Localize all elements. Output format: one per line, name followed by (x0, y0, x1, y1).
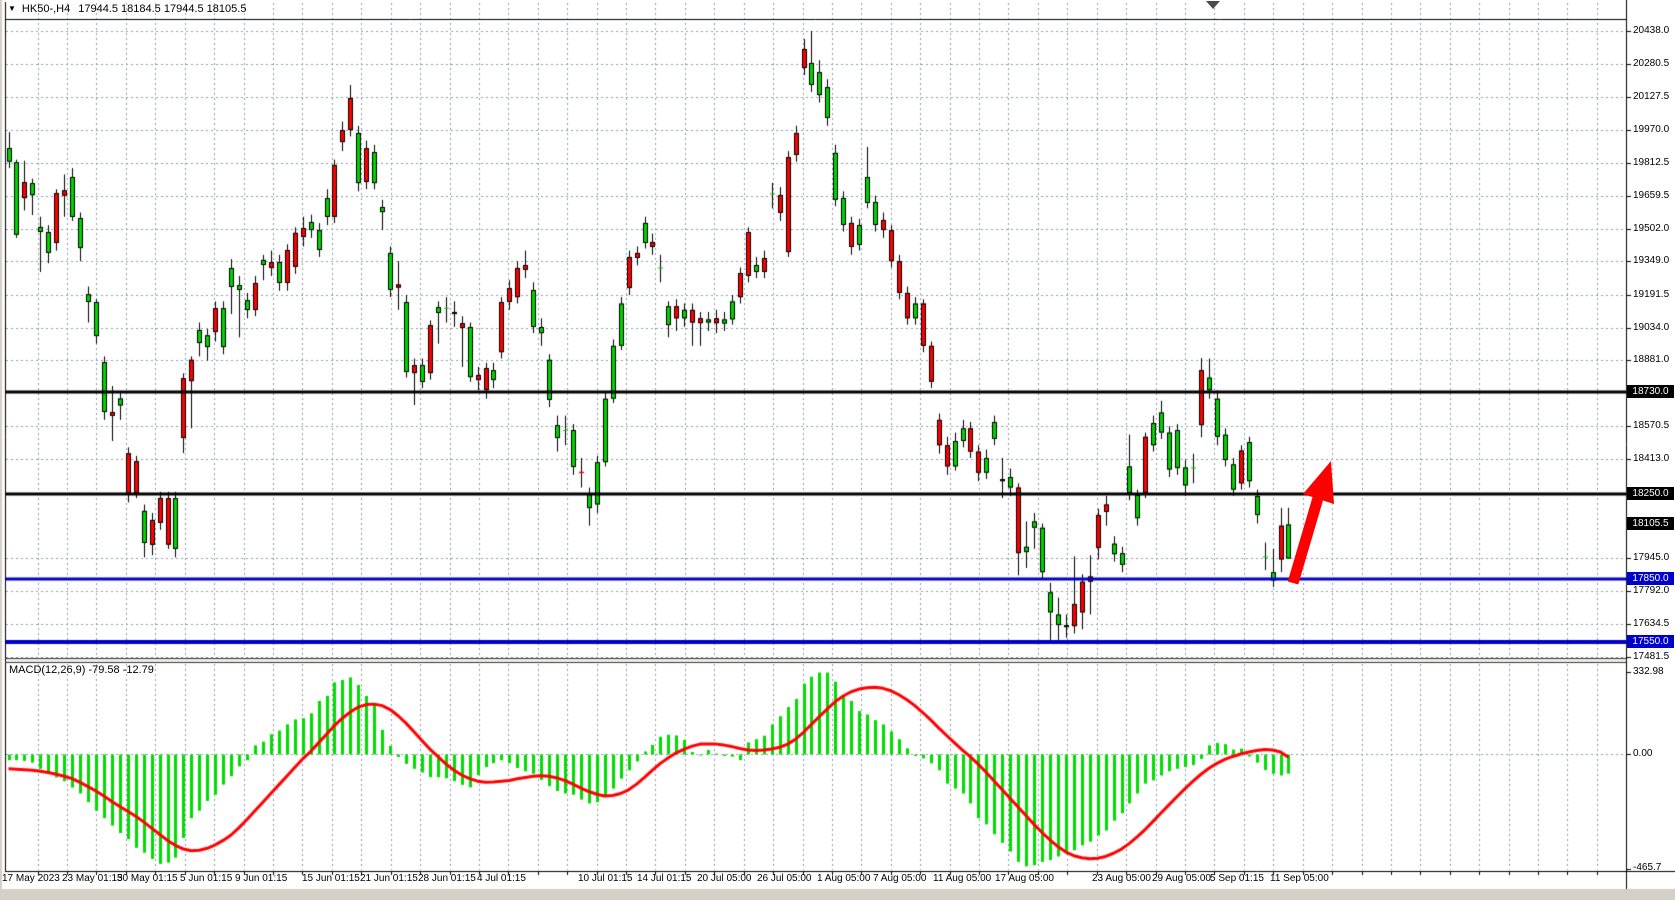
price-line-badge: 18250.0 (1627, 486, 1674, 500)
time-axis-label: 14 Jul 01:15 (637, 873, 692, 884)
price-axis-label: 19970.0 (1633, 124, 1670, 135)
time-axis-label: 17 May 2023 (2, 873, 60, 884)
time-axis-label: 23 May 01:15 (62, 873, 123, 884)
price-line-badge: 18105.5 (1627, 517, 1674, 531)
price-axis-label: 19034.0 (1633, 322, 1670, 334)
macd-axis-label: 0.00 (1633, 748, 1653, 759)
time-axis-label: 4 Jul 01:15 (477, 873, 526, 884)
price-axis-label: 17945.0 (1633, 552, 1670, 564)
price-axis-label: 17481.5 (1633, 650, 1670, 662)
time-axis-label: 26 Jul 05:00 (757, 873, 812, 884)
time-axis-label: 7 Aug 05:00 (873, 873, 927, 884)
price-line-badge: 18730.0 (1627, 385, 1674, 399)
price-axis-label: 17792.0 (1633, 584, 1670, 596)
price-axis-label: 19502.0 (1633, 223, 1670, 235)
time-axis-label: 1 Aug 05:00 (817, 873, 871, 884)
symbol-period-label: HK50-,H4 (21, 3, 71, 15)
price-axis-label: 19191.5 (1633, 288, 1670, 300)
price-axis-label: 18413.0 (1633, 453, 1670, 465)
macd-axis-label: -465.7 (1633, 862, 1662, 873)
price-axis-label: 19812.5 (1633, 157, 1670, 169)
price-axis-label: 18881.0 (1633, 354, 1670, 366)
time-axis-label: 9 Jun 01:15 (235, 873, 288, 884)
price-axis-label: 17634.5 (1633, 618, 1670, 630)
chart-shift-marker-icon[interactable] (1206, 1, 1220, 9)
price-line-badge: 17850.0 (1627, 571, 1674, 585)
price-axis-label: 18570.5 (1633, 420, 1670, 432)
price-axis-label: 20280.5 (1633, 58, 1670, 70)
symbol-dropdown-icon[interactable]: ▼ (8, 4, 16, 13)
time-axis-label: 20 Jul 05:00 (697, 873, 752, 884)
ohlc-values: 17944.5 18184.5 17944.5 18105.5 (78, 3, 247, 15)
time-axis-label: 28 Jun 01:15 (418, 873, 476, 884)
time-axis-label: 10 Jul 01:15 (578, 873, 633, 884)
time-axis-label: 11 Sep 05:00 (1270, 873, 1329, 884)
chart-title: ▼ HK50-,H4 17944.5 18184.5 17944.5 18105.5 (8, 3, 246, 15)
time-axis-label: 15 Jun 01:15 (302, 873, 360, 884)
time-axis-label: 17 Aug 05:00 (995, 873, 1054, 884)
macd-axis-label: 332.98 (1633, 665, 1664, 677)
time-axis-label: 29 Aug 05:00 (1152, 873, 1211, 884)
time-axis-label: 5 Sep 01:15 (1210, 873, 1264, 884)
time-axis-label: 11 Aug 05:00 (933, 873, 992, 884)
price-axis-label: 20438.0 (1633, 25, 1670, 36)
price-axis-label: 19349.0 (1633, 255, 1670, 267)
time-axis-label: 21 Jun 01:15 (360, 873, 418, 884)
macd-indicator-label: MACD(12,26,9) -79.58 -12.79 (9, 664, 154, 676)
price-axis-label: 19659.5 (1633, 189, 1670, 201)
time-axis-label: 23 Aug 05:00 (1092, 873, 1151, 884)
price-axis-label: 20127.5 (1633, 90, 1670, 102)
time-axis-label: 5 Jun 01:15 (180, 873, 233, 884)
time-axis-label: 30 May 01:15 (117, 873, 178, 884)
price-line-badge: 17550.0 (1627, 635, 1674, 648)
